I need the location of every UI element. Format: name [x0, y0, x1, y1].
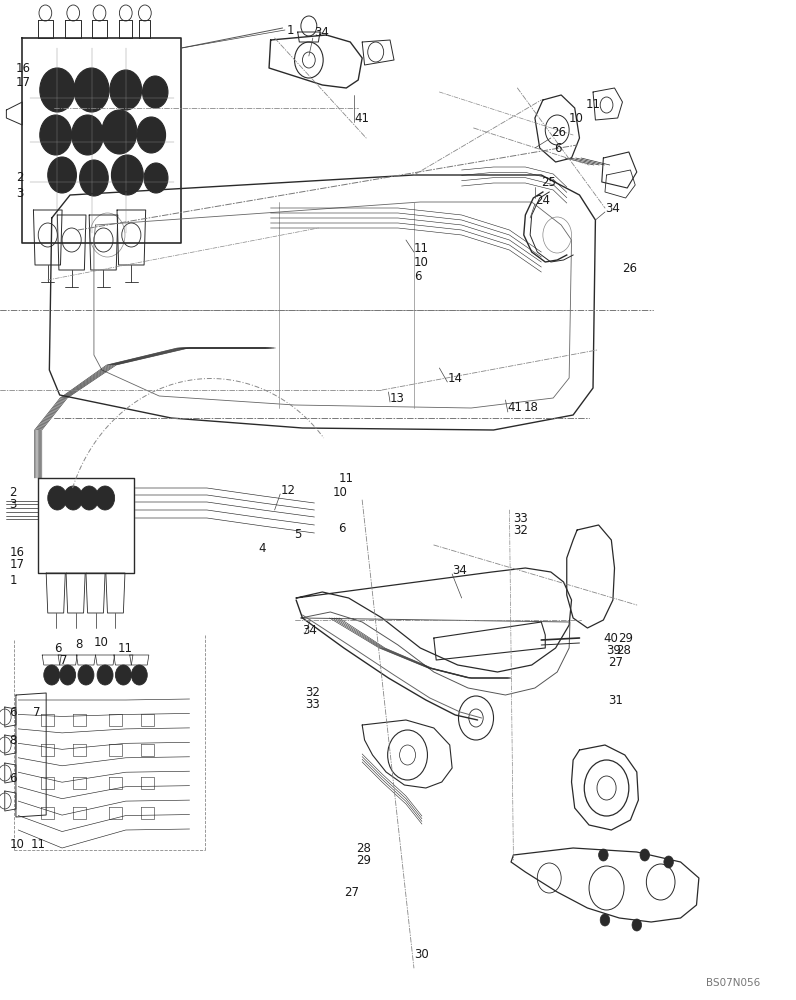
Circle shape	[44, 665, 60, 685]
Text: 7: 7	[33, 706, 41, 718]
Text: 6: 6	[338, 522, 345, 534]
Circle shape	[640, 849, 650, 861]
Circle shape	[48, 486, 67, 510]
Text: 33: 33	[305, 698, 320, 711]
Text: 5: 5	[295, 528, 302, 542]
Text: 6: 6	[54, 642, 61, 654]
Text: 27: 27	[344, 886, 359, 898]
Text: 34: 34	[314, 25, 330, 38]
Text: 10: 10	[414, 255, 429, 268]
Text: 28: 28	[616, 644, 631, 656]
Text: 32: 32	[305, 686, 320, 698]
Circle shape	[144, 163, 168, 193]
Text: 2: 2	[10, 486, 17, 498]
Text: 10: 10	[10, 838, 25, 851]
Circle shape	[78, 665, 94, 685]
Text: 27: 27	[608, 656, 623, 669]
Circle shape	[80, 486, 99, 510]
Text: 11: 11	[30, 838, 45, 851]
Text: 1: 1	[10, 573, 17, 586]
Text: 25: 25	[541, 176, 556, 190]
Text: 39: 39	[607, 644, 622, 656]
Circle shape	[64, 486, 83, 510]
Circle shape	[137, 117, 166, 153]
Text: 34: 34	[302, 624, 318, 637]
Text: 2: 2	[16, 171, 23, 184]
Text: 8: 8	[10, 734, 17, 746]
Text: 11: 11	[414, 241, 429, 254]
Text: 29: 29	[357, 854, 372, 866]
Circle shape	[40, 115, 72, 155]
Circle shape	[632, 919, 642, 931]
Text: 17: 17	[10, 558, 25, 571]
Text: 32: 32	[513, 524, 529, 536]
Text: 40: 40	[603, 632, 618, 645]
Text: 41: 41	[508, 401, 523, 414]
Text: 30: 30	[414, 948, 429, 961]
Text: 13: 13	[390, 391, 405, 404]
Text: 6: 6	[10, 772, 17, 784]
Circle shape	[74, 68, 109, 112]
Circle shape	[48, 157, 76, 193]
Text: 26: 26	[551, 125, 566, 138]
Text: 12: 12	[280, 484, 295, 496]
Text: 31: 31	[608, 694, 623, 706]
Text: 10: 10	[569, 111, 584, 124]
Circle shape	[40, 68, 75, 112]
Text: 14: 14	[447, 371, 462, 384]
Circle shape	[102, 110, 137, 154]
Circle shape	[96, 486, 115, 510]
Circle shape	[97, 665, 113, 685]
Circle shape	[72, 115, 103, 155]
Text: 1: 1	[287, 23, 294, 36]
Text: 10: 10	[333, 486, 348, 498]
Text: BS07N056: BS07N056	[706, 978, 760, 988]
Text: 6: 6	[414, 269, 421, 282]
Text: 34: 34	[605, 202, 620, 215]
Text: 17: 17	[16, 76, 31, 89]
Text: 28: 28	[357, 841, 372, 854]
Text: 11: 11	[586, 99, 601, 111]
Text: 11: 11	[118, 642, 133, 654]
Text: 16: 16	[16, 62, 31, 75]
Circle shape	[111, 155, 143, 195]
Text: 26: 26	[622, 261, 638, 274]
Circle shape	[142, 76, 168, 108]
Text: 33: 33	[513, 512, 529, 524]
Text: 18: 18	[524, 401, 539, 414]
Text: 24: 24	[535, 194, 550, 207]
Text: 10: 10	[94, 636, 109, 648]
Text: 8: 8	[76, 639, 83, 652]
Text: 4: 4	[259, 542, 266, 554]
Text: 29: 29	[618, 632, 633, 645]
Text: 7: 7	[60, 654, 67, 667]
Text: 6: 6	[10, 706, 17, 718]
Circle shape	[600, 914, 610, 926]
Circle shape	[110, 70, 142, 110]
Text: 16: 16	[10, 546, 25, 558]
Circle shape	[80, 160, 108, 196]
Circle shape	[115, 665, 131, 685]
Text: 11: 11	[338, 472, 353, 485]
Circle shape	[131, 665, 147, 685]
Text: 6: 6	[554, 141, 561, 154]
Text: 34: 34	[452, 563, 467, 576]
Circle shape	[599, 849, 608, 861]
Circle shape	[60, 665, 76, 685]
Text: 3: 3	[16, 187, 23, 200]
Text: 3: 3	[10, 498, 17, 512]
Text: 41: 41	[354, 111, 369, 124]
Circle shape	[664, 856, 673, 868]
